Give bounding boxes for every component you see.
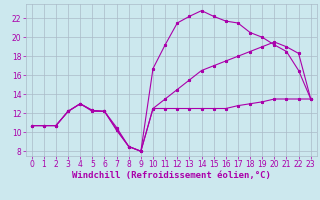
X-axis label: Windchill (Refroidissement éolien,°C): Windchill (Refroidissement éolien,°C)	[72, 171, 271, 180]
